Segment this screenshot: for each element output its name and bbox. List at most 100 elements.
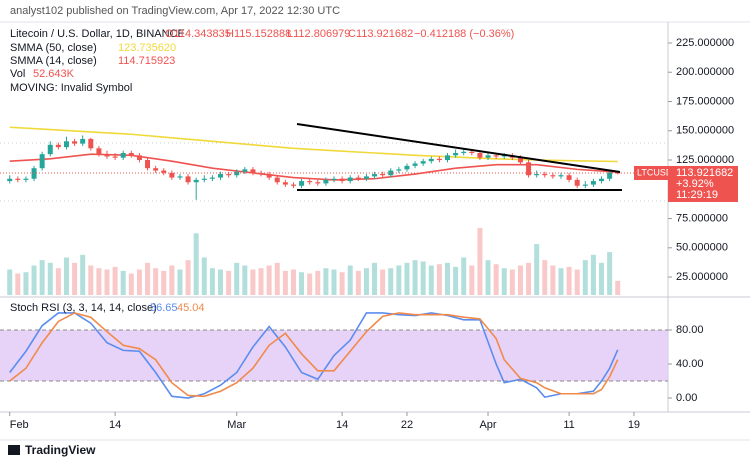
legend-value: 56.65 — [150, 302, 178, 314]
candle-body — [493, 155, 499, 157]
candle-body — [307, 181, 313, 183]
candle-body — [153, 168, 159, 171]
legend-name: SMMA (14, close) — [10, 55, 97, 67]
volume-bar — [339, 272, 345, 295]
plot — [0, 42, 672, 416]
volume-bar — [234, 262, 240, 295]
volume-bar — [331, 269, 337, 295]
volume-bar — [185, 260, 191, 295]
price-tag-change: +3.92% — [676, 178, 714, 190]
candle-body — [161, 170, 167, 173]
volume-bar — [607, 252, 613, 295]
volume-bar — [290, 269, 296, 295]
candle-body — [396, 169, 402, 171]
legend-value: 123.735620 — [118, 42, 176, 54]
y-tick-label: 80.00 — [676, 324, 704, 336]
y-tick-label: 75.000000 — [676, 212, 728, 224]
volume-bar — [574, 269, 580, 295]
ohlc-value: C113.921682 — [348, 28, 413, 40]
candle-body — [185, 176, 191, 183]
x-tick-label: Feb — [10, 419, 29, 431]
volume-bar — [436, 264, 442, 295]
legend-title: Stoch RSI (3, 3, 14, 14, close) — [10, 302, 157, 314]
candle-body — [444, 155, 450, 161]
volume-bar — [558, 268, 564, 295]
volume-bar — [136, 269, 142, 295]
candle-body — [469, 151, 475, 153]
volume-bar — [315, 270, 321, 295]
volume-bar — [63, 257, 69, 295]
candle-body — [485, 155, 491, 158]
candle-body — [145, 160, 151, 169]
volume-bar — [31, 265, 37, 295]
candle-body — [380, 174, 386, 176]
volume-bar — [412, 260, 418, 295]
candle-body — [226, 174, 232, 176]
line — [9, 312, 619, 398]
candle-body — [234, 171, 240, 176]
y-tick-label: 25.000000 — [676, 271, 728, 283]
overlay: 225.000000 200.000000 175.000000 150.000000… — [10, 28, 738, 431]
candle-body — [315, 182, 321, 184]
candle-body — [96, 148, 102, 155]
trend-line — [296, 123, 621, 173]
candle-body — [7, 178, 13, 182]
volume-bar — [193, 233, 199, 295]
candle-body — [461, 151, 467, 153]
candle-body — [420, 161, 426, 164]
y-tick-label: 175.000000 — [676, 95, 734, 107]
volume-bar — [226, 270, 232, 295]
candle-body — [323, 179, 329, 184]
candle-body — [566, 175, 572, 180]
x-tick-label: 19 — [628, 419, 640, 431]
volume-bar — [145, 262, 151, 295]
volume-bar — [128, 273, 134, 295]
legend-name: Vol — [10, 68, 25, 80]
y-tick-label: 150.000000 — [676, 125, 734, 137]
candle-body — [128, 152, 134, 156]
volume-bar — [72, 262, 78, 295]
volume-bar — [347, 265, 353, 295]
volume-bar — [517, 265, 523, 295]
price-tag — [668, 165, 738, 202]
volume-bar — [80, 254, 86, 295]
logo-icon — [8, 445, 20, 455]
volume-bar — [96, 268, 102, 295]
candle-body — [250, 169, 256, 173]
candle-body — [534, 174, 540, 176]
candle-body — [339, 178, 345, 182]
footer: TradingView — [25, 443, 96, 457]
volume-bar — [372, 262, 378, 295]
candle-body — [136, 155, 142, 161]
candle-body — [120, 152, 126, 158]
candle-body — [177, 176, 183, 178]
candle-body — [274, 177, 280, 183]
volume-bar — [120, 270, 126, 295]
volume-bar — [299, 272, 305, 295]
candle-body — [550, 175, 556, 177]
ohlc-value: L112.806979 — [287, 28, 350, 40]
volume-bar — [250, 269, 256, 295]
candle-body — [112, 156, 118, 158]
ohlc-value: H115.152888 — [226, 28, 291, 40]
volume-bar — [153, 268, 159, 295]
candle-body — [31, 168, 37, 179]
volume-bar — [47, 262, 53, 295]
candle-body — [517, 157, 523, 163]
volume-bar — [355, 270, 361, 295]
volume-bar — [582, 260, 588, 295]
x-tick-label: 14 — [109, 419, 121, 431]
legend-name: SMMA (50, close) — [10, 42, 97, 54]
volume-bar — [177, 269, 183, 295]
volume-bar — [485, 260, 491, 295]
volume-bar — [420, 261, 426, 295]
candle-body — [574, 179, 580, 186]
legend-value: 114.715923 — [118, 55, 175, 67]
volume-bar — [526, 262, 532, 295]
y-tick-label: 125.000000 — [676, 154, 734, 166]
volume-bar — [599, 262, 605, 295]
line — [9, 153, 618, 181]
